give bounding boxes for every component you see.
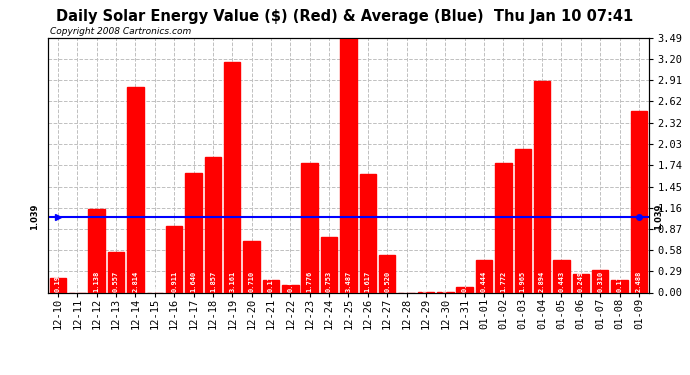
Bar (166, 226, 182, 292)
Bar (456, 287, 473, 292)
Bar (88, 209, 105, 292)
Text: 0.444: 0.444 (481, 271, 487, 292)
Text: 0.171: 0.171 (617, 271, 622, 292)
Bar (244, 241, 260, 292)
Text: 0.000: 0.000 (404, 271, 410, 292)
Text: 1.772: 1.772 (500, 271, 506, 292)
Text: 0.310: 0.310 (597, 271, 603, 292)
Text: 0.192: 0.192 (55, 271, 61, 292)
Text: 0.000: 0.000 (152, 271, 158, 292)
Text: 1.857: 1.857 (210, 271, 216, 292)
Bar (186, 172, 201, 292)
Bar (340, 38, 357, 292)
Text: 1.039: 1.039 (30, 203, 39, 230)
Text: 2.894: 2.894 (539, 271, 545, 292)
Bar (534, 81, 551, 292)
Bar (379, 255, 395, 292)
Text: 0.000: 0.000 (75, 271, 80, 292)
Text: 0.911: 0.911 (171, 271, 177, 292)
Bar (515, 149, 531, 292)
Bar (592, 270, 609, 292)
Bar (573, 274, 589, 292)
Text: 1.776: 1.776 (307, 271, 313, 292)
Text: 1.640: 1.640 (190, 271, 197, 292)
Bar (302, 163, 318, 292)
Text: 2.488: 2.488 (636, 271, 642, 292)
Text: 1.039: 1.039 (654, 203, 663, 230)
Bar (476, 260, 492, 292)
Text: 0.099: 0.099 (287, 271, 293, 292)
Bar (359, 174, 376, 292)
Text: 0.753: 0.753 (326, 271, 332, 292)
Text: 0.173: 0.173 (268, 271, 274, 292)
Text: 3.161: 3.161 (229, 271, 235, 292)
Bar (50, 279, 66, 292)
Text: 2.814: 2.814 (132, 271, 139, 292)
Text: 0.003: 0.003 (442, 271, 448, 292)
Text: 1.965: 1.965 (520, 271, 526, 292)
Bar (127, 87, 144, 292)
Text: 0.078: 0.078 (462, 271, 468, 292)
Bar (205, 157, 221, 292)
Text: 1.138: 1.138 (94, 271, 100, 292)
Text: 0.557: 0.557 (113, 271, 119, 292)
Bar (631, 111, 647, 292)
Text: 0.520: 0.520 (384, 271, 390, 292)
Text: Copyright 2008 Cartronics.com: Copyright 2008 Cartronics.com (50, 27, 190, 36)
Bar (495, 163, 511, 292)
Bar (263, 280, 279, 292)
Text: 1.617: 1.617 (365, 271, 371, 292)
Bar (224, 62, 241, 292)
Text: 0.249: 0.249 (578, 271, 584, 292)
Text: 0.443: 0.443 (558, 271, 564, 292)
Text: 0.011: 0.011 (423, 271, 429, 292)
Bar (553, 260, 570, 292)
Text: 0.710: 0.710 (248, 271, 255, 292)
Text: Daily Solar Energy Value ($) (Red) & Average (Blue)  Thu Jan 10 07:41: Daily Solar Energy Value ($) (Red) & Ave… (57, 9, 633, 24)
Text: 3.487: 3.487 (346, 271, 351, 292)
Bar (282, 285, 299, 292)
Bar (108, 252, 124, 292)
Bar (611, 280, 628, 292)
Bar (321, 237, 337, 292)
